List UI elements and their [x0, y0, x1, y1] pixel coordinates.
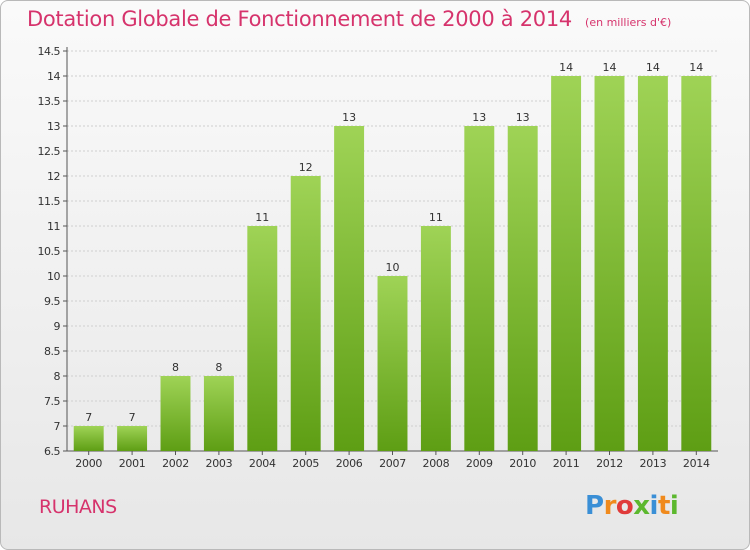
data-label-2011: 14: [559, 61, 573, 74]
data-label-2001: 7: [129, 411, 136, 424]
data-label-2002: 8: [172, 361, 179, 374]
commune-name: RUHANS: [39, 496, 117, 518]
data-label-2004: 11: [255, 211, 269, 224]
y-tick-label: 14: [47, 70, 60, 83]
x-tick-label-2009: 2009: [466, 457, 493, 470]
x-tick-labels: 2000 2001 2002 2003 2004 2005 2006 2007 2008 2009…: [75, 457, 710, 470]
y-tick-label: 13.5: [38, 95, 61, 108]
bar-2010: [507, 126, 538, 451]
bar-2012: [594, 76, 625, 451]
bar-2009: [464, 126, 495, 451]
bar-2005: [290, 176, 321, 451]
y-tick-label: 10: [47, 270, 60, 283]
chart-unit: (en milliers d'€): [585, 16, 672, 29]
bar-2011: [551, 76, 582, 451]
y-tick-label: 8: [54, 370, 61, 383]
x-tick-label-2005: 2005: [292, 457, 319, 470]
y-tick-label: 9: [54, 320, 61, 333]
bar-2004: [247, 226, 278, 451]
y-tick-labels: 6.5 7 7.5 8 8.5 9 9.5 10 10.5 11 11.5 12 12.5 13 13.5 1…: [38, 45, 62, 458]
x-tick-label-2011: 2011: [553, 457, 580, 470]
x-tick-label-2008: 2008: [423, 457, 450, 470]
x-tick-label-2004: 2004: [249, 457, 276, 470]
x-tick-label-2002: 2002: [162, 457, 189, 470]
chart-title: Dotation Globale de Fonctionnement de 20…: [27, 7, 572, 31]
x-tick-label-2007: 2007: [379, 457, 406, 470]
y-tick-label: 12.5: [38, 145, 61, 158]
bars: [73, 76, 712, 451]
x-tick-label-2006: 2006: [336, 457, 363, 470]
data-label-2014: 14: [689, 61, 703, 74]
y-tick-label: 11.5: [38, 195, 61, 208]
data-label-2013: 14: [646, 61, 660, 74]
bar-2002: [160, 376, 191, 451]
y-tick-label: 13: [47, 120, 60, 133]
bar-2013: [637, 76, 668, 451]
y-tick-label: 14.5: [38, 45, 61, 58]
y-tick-label: 10.5: [38, 245, 61, 258]
x-tick-label-2000: 2000: [75, 457, 102, 470]
bar-2007: [377, 276, 408, 451]
bar-2008: [420, 226, 451, 451]
data-label-2008: 11: [429, 211, 443, 224]
data-label-2006: 13: [342, 111, 356, 124]
x-tick-label-2014: 2014: [683, 457, 710, 470]
y-tick-label: 6.5: [44, 445, 60, 458]
x-tick-label-2003: 2003: [206, 457, 233, 470]
y-tick-label: 11: [47, 220, 60, 233]
y-tick-label: 7: [54, 420, 61, 433]
data-label-2012: 14: [603, 61, 617, 74]
title-row: Dotation Globale de Fonctionnement de 20…: [27, 7, 671, 31]
x-tick-label-2001: 2001: [119, 457, 146, 470]
proxiti-logo[interactable]: Proxiti: [585, 491, 679, 521]
data-label-2009: 13: [472, 111, 486, 124]
bar-2014: [681, 76, 712, 451]
x-tick-label-2013: 2013: [640, 457, 667, 470]
data-label-2005: 12: [299, 161, 313, 174]
bar-2003: [203, 376, 234, 451]
y-tick-label: 9.5: [44, 295, 60, 308]
bar-2001: [117, 426, 148, 451]
data-label-2007: 10: [386, 261, 400, 274]
data-labels: 7 7 8 8 11 12 13 10 11 13 13 14 14 14 14: [85, 61, 703, 424]
data-label-2010: 13: [516, 111, 530, 124]
y-tick-label: 8.5: [44, 345, 60, 358]
y-tick-label: 7.5: [44, 395, 60, 408]
data-label-2003: 8: [215, 361, 222, 374]
data-label-2000: 7: [85, 411, 92, 424]
x-tick-label-2010: 2010: [509, 457, 536, 470]
y-tick-label: 12: [47, 170, 60, 183]
bar-2000: [73, 426, 104, 451]
bar-2006: [334, 126, 365, 451]
x-tick-label-2012: 2012: [596, 457, 623, 470]
